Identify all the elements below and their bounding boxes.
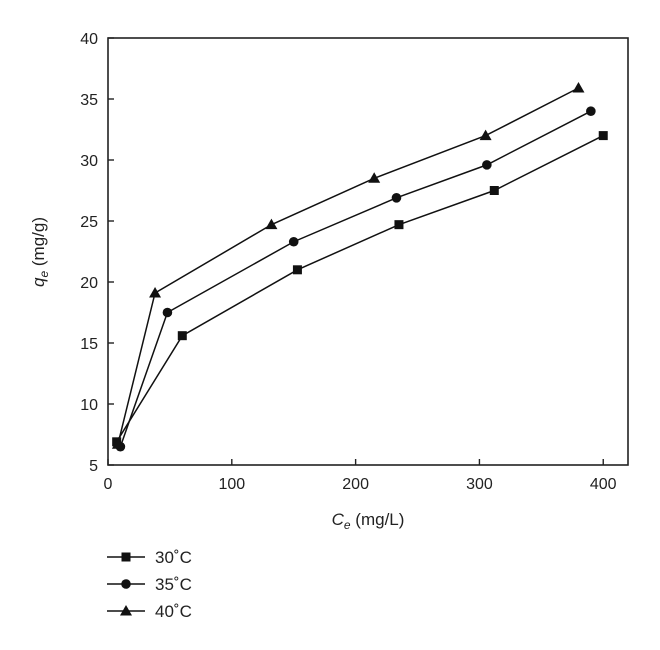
series-square <box>112 131 608 447</box>
series-line <box>117 87 579 445</box>
series-circle <box>115 106 596 452</box>
x-tick-label: 400 <box>590 476 617 493</box>
y-axis-sub: e <box>37 271 51 278</box>
data-point-circle <box>162 307 173 318</box>
legend: 30˚C 35˚C 40˚C <box>107 548 192 621</box>
legend-item: 35˚C <box>107 575 192 594</box>
series-layer <box>111 82 608 452</box>
data-point-triangle <box>149 286 162 298</box>
y-tick-label: 40 <box>80 31 98 48</box>
data-point-circle <box>482 160 492 170</box>
y-tick-label: 25 <box>80 214 98 231</box>
data-point-circle <box>586 106 596 116</box>
legend-item: 30˚C <box>107 548 192 567</box>
y-tick-label: 30 <box>80 153 98 170</box>
legend-label: 35˚C <box>155 575 192 594</box>
x-axis-label: Ce (mg/L) <box>332 510 405 532</box>
series-line <box>116 134 604 443</box>
x-tick-label: 300 <box>466 476 493 493</box>
data-point-triangle <box>265 218 278 230</box>
axis-ticks: 0 100 200 300 400 5 10 15 20 25 30 35 40 <box>80 31 616 493</box>
data-point-triangle <box>111 438 124 449</box>
data-point-triangle <box>572 82 585 93</box>
y-tick-label: 35 <box>80 92 98 109</box>
data-point-square <box>394 220 404 230</box>
data-point-square <box>177 331 187 341</box>
y-tick-label: 10 <box>80 397 98 414</box>
x-axis-unit: (mg/L) <box>351 510 405 529</box>
y-axis-label: qe (mg/g) <box>29 217 51 287</box>
legend-label: 40˚C <box>155 602 192 621</box>
data-point-triangle <box>479 129 492 141</box>
data-point-square <box>598 131 608 141</box>
legend-item: 40˚C <box>107 602 192 621</box>
x-axis-var: C <box>332 510 345 529</box>
legend-label: 30˚C <box>155 548 192 567</box>
data-point-circle <box>288 236 299 247</box>
x-tick-label: 0 <box>104 476 113 493</box>
series-line <box>119 110 592 447</box>
y-tick-label: 5 <box>89 458 98 475</box>
y-tick-label: 15 <box>80 336 98 353</box>
data-point-square <box>292 265 302 275</box>
data-point-square <box>489 186 499 195</box>
data-point-circle <box>391 193 402 203</box>
y-tick-label: 20 <box>80 275 98 292</box>
y-axis-var: q <box>29 277 48 287</box>
data-point-triangle <box>368 172 381 183</box>
x-tick-label: 100 <box>218 476 245 493</box>
x-tick-label: 200 <box>342 476 369 493</box>
x-axis-sub: e <box>344 518 351 532</box>
series-triangle <box>111 82 585 449</box>
legend-marker-circle <box>121 579 131 589</box>
y-axis-unit: (mg/g) <box>29 217 48 271</box>
plot-frame <box>107 37 629 466</box>
legend-marker-square <box>121 552 131 562</box>
legend-marker-triangle <box>120 605 132 616</box>
